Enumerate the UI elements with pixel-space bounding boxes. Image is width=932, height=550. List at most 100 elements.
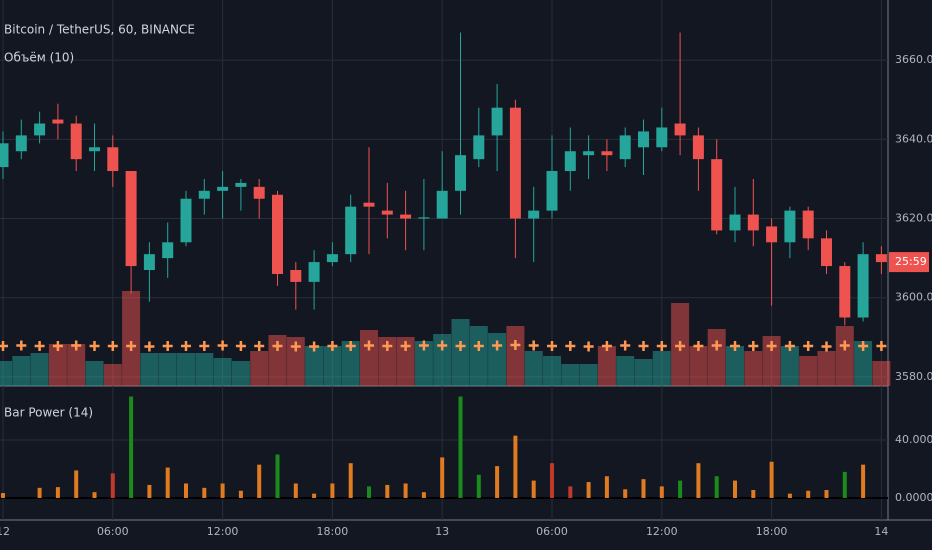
candle-body [143,254,155,271]
x-tick-label: 14 [874,525,888,538]
volume-ma-marker [656,341,667,351]
candle-body [363,202,375,207]
candle-body [400,214,412,219]
volume-ma-marker [730,341,740,351]
volume-bar [707,329,726,386]
volume-bar [103,364,122,386]
volume-bar [414,341,433,386]
bar [806,490,811,498]
x-tick-label: 18:00 [756,525,788,538]
bar [861,464,866,498]
volume-bar [561,364,580,386]
bar [293,483,298,498]
volume-ma-marker [528,340,539,351]
volume-ma-marker [675,341,686,351]
volume-ma-marker [784,341,795,351]
volume-ma-marker [839,340,850,351]
bar [678,480,683,498]
bar [476,474,481,498]
volume-ma-marker [181,341,191,351]
volume-bar [250,351,269,386]
volume-bar [780,346,799,386]
candle-body [729,214,741,231]
candle-body [52,119,64,124]
volume-ma-marker [583,341,594,352]
volume-bar [67,344,86,386]
volume-ma-marker [364,340,374,351]
volume-bar [378,337,397,386]
bar [165,467,170,498]
last-price-tag [889,252,929,273]
candle-body [747,214,759,231]
bar [275,454,280,498]
candle-body [15,135,27,152]
candle-body [326,254,338,263]
volume-ma-marker [71,340,82,351]
volume-ma-marker [858,341,869,351]
candle-body [528,210,540,219]
volume-ma-marker [601,341,612,351]
candle-body [821,238,832,267]
bar [92,492,97,498]
volume-ma-marker [217,340,228,351]
x-tick-label: 12:00 [207,525,239,538]
last-price-label: 25:59 [895,255,927,268]
volume-ma-marker [547,341,557,351]
volume-ma-marker [199,341,210,351]
volume-ma-marker [16,340,27,351]
volume-ma-marker [876,341,887,351]
bar [659,486,664,498]
volume-ma-marker [821,341,832,352]
bar [440,457,445,498]
volume-bar [835,326,854,386]
candle-body [253,186,265,199]
volume-ma-marker [510,340,521,350]
candle-body [308,262,320,282]
volume-ma-marker [638,341,649,351]
bar [842,471,847,498]
volume-bar [30,353,49,386]
candle-body [70,123,82,160]
candle-body [125,171,137,267]
bar [147,484,152,498]
volume-ma-marker [620,340,631,351]
y-tick-label: 0.0000 [895,491,932,504]
bar [733,480,737,498]
x-tick-label: 06:00 [97,525,129,538]
candle-body [290,270,302,282]
bar [238,490,243,498]
volume-ma-marker [437,340,448,351]
candle-body [583,151,595,156]
x-tick-label: 12:00 [646,525,678,538]
volume-bar [140,353,159,386]
volume-bar [305,346,324,386]
candle-body [198,190,210,199]
bar [220,483,225,498]
candle-body [638,131,649,148]
bar [513,435,518,498]
bar [824,490,829,498]
bar [367,486,371,498]
volume-bar [177,353,195,386]
volume-bar [451,319,470,386]
volume-ma-marker [162,341,173,351]
volume-ma-marker [254,341,265,351]
volume-bar [872,361,891,386]
volume-ma-marker [382,341,393,351]
volume-ma-marker [144,341,155,352]
y-tick-label: 3640.00 [895,132,932,145]
volume-bar [0,361,12,386]
candle-body [180,198,192,243]
candle-body [436,190,448,219]
volume-bar [744,351,763,386]
bar [604,476,609,498]
volume-ma-marker [89,341,100,351]
volume-bar [652,351,671,386]
bar [696,463,701,498]
candle-body [766,226,778,243]
bar [330,483,335,498]
bar [586,482,591,498]
volume-bar [85,361,104,386]
bar [550,463,554,498]
